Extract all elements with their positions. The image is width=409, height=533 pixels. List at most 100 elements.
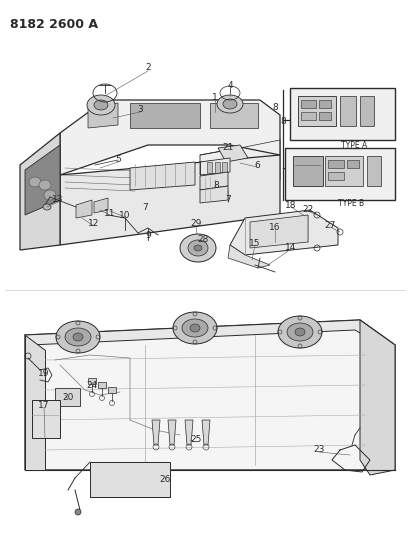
Ellipse shape [75, 509, 81, 515]
Bar [289, 88, 394, 140]
Bar [318, 100, 330, 108]
Polygon shape [202, 420, 209, 445]
Text: 8: 8 [272, 103, 277, 112]
Bar [55, 388, 80, 406]
Text: 23: 23 [312, 446, 324, 455]
Text: 8: 8 [213, 181, 218, 190]
Bar [318, 112, 330, 120]
Ellipse shape [29, 177, 41, 187]
Polygon shape [60, 155, 279, 245]
Polygon shape [25, 335, 45, 470]
Bar [32, 400, 60, 438]
Text: 1: 1 [211, 93, 217, 102]
Ellipse shape [44, 190, 56, 200]
Bar [207, 162, 211, 173]
Bar [292, 156, 322, 186]
Polygon shape [359, 320, 394, 475]
Polygon shape [25, 320, 394, 470]
Bar [300, 112, 315, 120]
Ellipse shape [182, 319, 207, 337]
Bar [327, 172, 343, 180]
Ellipse shape [286, 323, 312, 341]
Text: 27: 27 [324, 221, 335, 230]
Text: TYPE A: TYPE A [340, 141, 366, 149]
Bar [324, 156, 362, 186]
Text: 18: 18 [285, 200, 296, 209]
Bar [98, 382, 106, 388]
Polygon shape [218, 145, 247, 162]
Text: 26: 26 [159, 475, 170, 484]
Text: 12: 12 [88, 220, 99, 229]
Bar [108, 387, 116, 393]
Ellipse shape [73, 333, 83, 341]
Bar [300, 100, 315, 108]
Bar [366, 156, 380, 186]
Text: 6: 6 [254, 160, 259, 169]
Bar [284, 148, 394, 200]
Text: 13: 13 [52, 196, 63, 205]
Ellipse shape [188, 240, 207, 256]
Ellipse shape [56, 321, 100, 353]
Ellipse shape [65, 328, 91, 346]
Text: 11: 11 [104, 208, 115, 217]
Polygon shape [209, 103, 257, 128]
Polygon shape [130, 103, 200, 128]
Text: 16: 16 [269, 223, 280, 232]
Text: 8: 8 [279, 117, 285, 126]
Ellipse shape [94, 100, 108, 110]
Ellipse shape [222, 99, 236, 109]
Bar [297, 96, 335, 126]
Text: 20: 20 [62, 392, 74, 401]
Bar [221, 162, 227, 173]
Polygon shape [25, 320, 394, 345]
Polygon shape [60, 100, 279, 175]
Polygon shape [200, 172, 227, 190]
Text: 9: 9 [145, 230, 151, 239]
Polygon shape [200, 158, 229, 175]
Text: 19: 19 [38, 368, 49, 377]
Text: 4: 4 [227, 82, 232, 91]
Polygon shape [130, 162, 195, 190]
Polygon shape [88, 103, 118, 128]
Bar [327, 160, 343, 168]
Polygon shape [184, 420, 193, 445]
Ellipse shape [189, 324, 200, 332]
Polygon shape [249, 215, 307, 248]
Text: 25: 25 [190, 435, 201, 445]
Bar [90, 462, 170, 497]
Ellipse shape [39, 180, 51, 190]
Ellipse shape [43, 204, 51, 210]
Text: 28: 28 [197, 236, 208, 245]
Text: 10: 10 [119, 211, 130, 220]
Bar [359, 96, 373, 126]
Bar [214, 162, 220, 173]
Bar [339, 96, 355, 126]
Text: 8182 2600 A: 8182 2600 A [10, 18, 98, 31]
Polygon shape [168, 420, 175, 445]
Text: TYPE B: TYPE B [337, 199, 363, 208]
Text: 15: 15 [249, 238, 260, 247]
Text: 22: 22 [302, 205, 313, 214]
Ellipse shape [87, 95, 115, 115]
Polygon shape [200, 186, 227, 203]
Text: 14: 14 [285, 243, 296, 252]
Text: 2: 2 [145, 63, 151, 72]
Text: 7: 7 [225, 196, 230, 205]
Ellipse shape [180, 234, 216, 262]
Text: 29: 29 [190, 220, 201, 229]
Polygon shape [76, 200, 92, 218]
Polygon shape [229, 210, 337, 255]
Polygon shape [94, 198, 108, 213]
Bar [346, 160, 358, 168]
Text: 24: 24 [86, 381, 97, 390]
Bar [88, 378, 96, 384]
Ellipse shape [173, 312, 216, 344]
Polygon shape [227, 245, 270, 268]
Ellipse shape [216, 95, 243, 113]
Polygon shape [200, 140, 279, 180]
Ellipse shape [193, 245, 202, 251]
Text: 5: 5 [115, 156, 121, 165]
Ellipse shape [277, 316, 321, 348]
Text: 17: 17 [38, 400, 49, 409]
Text: 3: 3 [137, 106, 142, 115]
